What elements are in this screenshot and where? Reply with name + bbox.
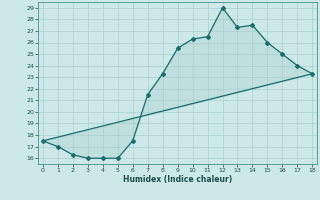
X-axis label: Humidex (Indice chaleur): Humidex (Indice chaleur) bbox=[123, 175, 232, 184]
